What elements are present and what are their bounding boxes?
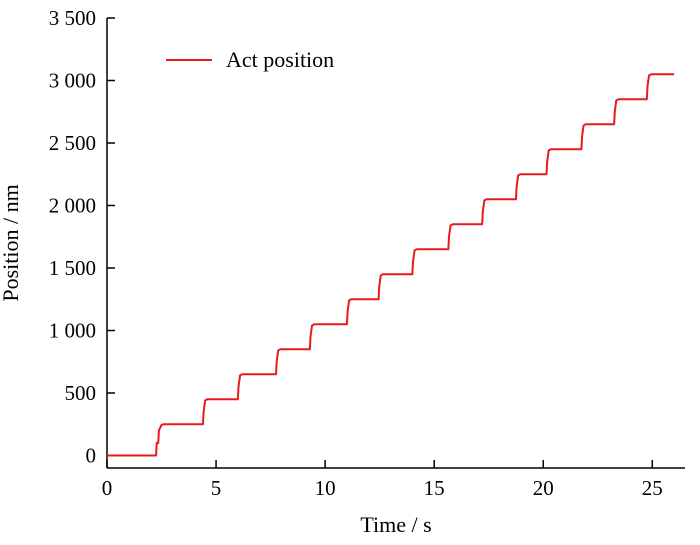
- series-layer: [107, 73, 675, 457]
- x-tick-label: 25: [642, 476, 663, 500]
- x-tick-label: 0: [102, 476, 113, 500]
- y-tick-label: 3 500: [49, 6, 96, 30]
- y-tick-label: 1 000: [49, 319, 96, 343]
- x-axis-title: Time / s: [360, 512, 431, 537]
- x-tick-label: 10: [315, 476, 336, 500]
- y-axis-ticks: 0 500 1 000 1 500 2 000 2 500 3 000 3 500: [49, 6, 115, 468]
- y-tick-label: 2 500: [49, 131, 96, 155]
- series-line-act-position: [107, 73, 675, 457]
- legend: Act position: [166, 47, 334, 72]
- y-tick-label: 3 000: [49, 69, 96, 93]
- y-tick-label: 2 000: [49, 194, 96, 218]
- y-tick-label: 0: [86, 444, 97, 468]
- legend-label: Act position: [226, 47, 334, 72]
- plot-area: 0 5 10 15 20 25 0 500 1 000 1 500 2 000 2 500 3 000…: [49, 6, 685, 500]
- x-tick-label: 5: [211, 476, 222, 500]
- x-tick-label: 20: [533, 476, 554, 500]
- x-tick-label: 15: [424, 476, 445, 500]
- x-axis-ticks: 0 5 10 15 20 25: [102, 460, 663, 500]
- y-tick-label: 1 500: [49, 256, 96, 280]
- y-axis-title: Position / nm: [0, 184, 23, 301]
- y-tick-label: 500: [65, 381, 97, 405]
